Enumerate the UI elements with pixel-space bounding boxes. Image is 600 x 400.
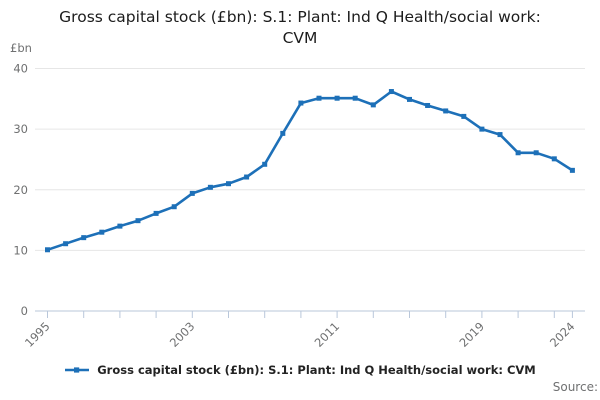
x-tick-label: 2019 [456,319,487,350]
source-label: Source: [552,380,598,394]
data-point-marker [352,95,358,101]
data-point-marker [63,241,69,247]
data-point-marker [479,126,485,132]
data-point-marker [207,184,213,190]
data-point-marker [117,223,123,229]
legend-line-marker-icon[interactable] [64,364,90,376]
legend: Gross capital stock (£bn): S.1: Plant: I… [0,363,600,377]
data-point-marker [569,167,575,173]
x-tick-label: 2011 [312,319,343,350]
data-point-marker [551,156,557,162]
y-tick-label: 20 [13,183,28,197]
data-point-marker [334,95,340,101]
data-point-marker [443,108,449,114]
data-point-marker [298,100,304,106]
data-point-marker [497,132,503,138]
data-line [46,90,574,252]
x-tick-label: 2024 [547,319,578,350]
data-point-marker [425,102,431,108]
data-point-marker [171,204,177,210]
data-point-marker [407,96,412,102]
data-point-marker [515,150,521,156]
y-axis-unit-label: £bn [10,41,32,55]
data-point-marker [461,113,467,119]
data-point-marker [226,181,231,187]
data-point-marker [135,218,141,224]
x-tick-label: 2003 [167,319,198,350]
data-point-marker [45,247,50,253]
data-point-marker [99,229,105,235]
data-point-marker [316,95,322,101]
chart-title: Gross capital stock (£bn): S.1: Plant: I… [59,8,541,48]
data-point-marker [262,161,268,167]
data-point-marker [244,174,250,180]
data-point-marker [189,190,195,196]
data-point-marker [280,130,286,136]
y-tick-label: 40 [13,62,28,76]
data-point-marker [388,89,394,95]
x-tick-label: 1995 [22,319,53,350]
legend-label[interactable]: Gross capital stock (£bn): S.1: Plant: I… [97,363,536,377]
y-tick-label: 0 [21,304,28,318]
data-point-marker [370,102,376,108]
data-point-marker [153,210,159,216]
data-point-marker [81,235,87,241]
data-point-marker [533,150,539,156]
y-tick-label: 30 [13,122,28,136]
y-tick-label: 10 [13,243,28,257]
